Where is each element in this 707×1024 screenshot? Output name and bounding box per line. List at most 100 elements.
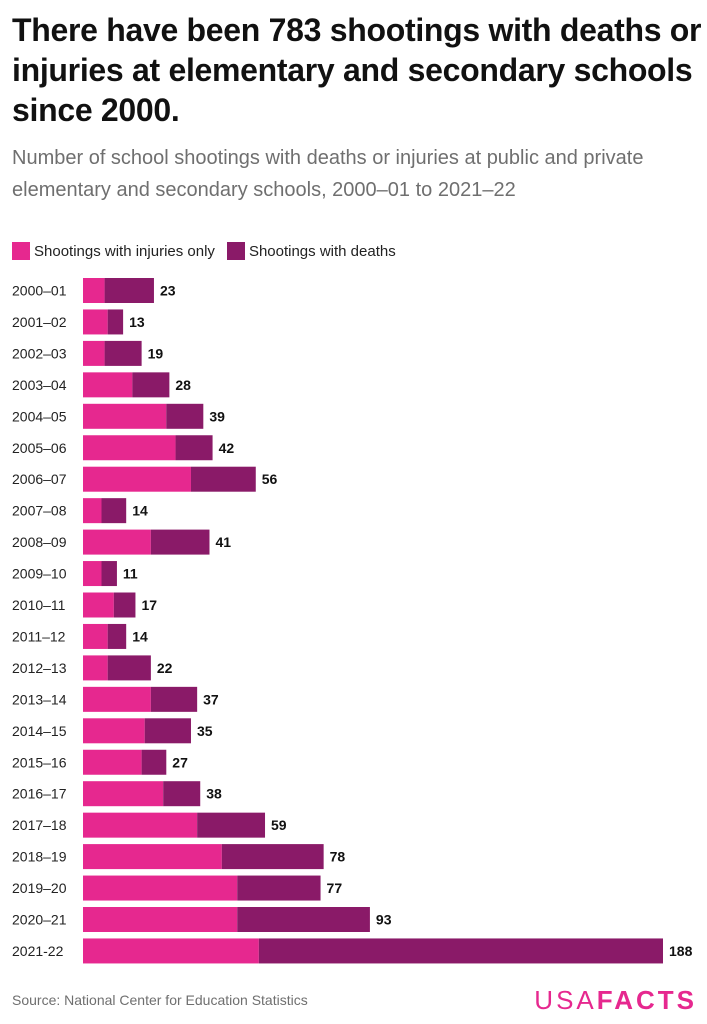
source-note: Source: National Center for Education St…	[12, 992, 308, 1008]
total-label: 19	[148, 345, 164, 361]
legend-swatch-deaths	[226, 242, 245, 260]
chart-title: There have been 783 shootings with death…	[12, 12, 702, 128]
legend-swatch-injuries	[12, 242, 30, 260]
category-label: 2012–13	[12, 660, 67, 676]
category-label: 2003–04	[12, 377, 67, 393]
total-label: 28	[175, 377, 191, 393]
legend-item-injuries: Shootings with injuries only	[12, 242, 215, 260]
total-label: 22	[157, 660, 173, 676]
category-label: 2016–17	[12, 786, 67, 802]
total-label: 35	[197, 723, 213, 739]
bar-segment-deaths	[163, 781, 201, 807]
bar-segment-injuries	[83, 466, 191, 492]
bar-segment-deaths	[166, 403, 204, 429]
usafacts-logo: USAFACTS	[534, 985, 697, 1016]
total-label: 59	[271, 817, 287, 833]
bar-segment-deaths	[258, 938, 663, 964]
total-label: 38	[206, 786, 222, 802]
category-label: 2021-22	[12, 943, 64, 959]
bar-segment-injuries	[83, 403, 167, 429]
total-label: 93	[376, 912, 392, 928]
bar-segment-deaths	[101, 498, 127, 524]
bar-segment-deaths	[113, 592, 136, 618]
bar-segment-deaths	[197, 812, 266, 838]
bar-segment-deaths	[237, 907, 370, 932]
bar-segment-injuries	[83, 718, 145, 744]
bar-segment-deaths	[101, 561, 117, 587]
bar-segment-deaths	[190, 466, 256, 492]
bar-segment-deaths	[221, 844, 324, 870]
bar-segment-injuries	[83, 498, 102, 524]
bar-segment-injuries	[83, 655, 108, 681]
total-label: 37	[203, 691, 219, 707]
legend: Shootings with injuries only Shootings w…	[12, 241, 408, 261]
bar-segment-injuries	[83, 844, 222, 870]
bar-segment-deaths	[150, 529, 210, 555]
chart-subtitle: Number of school shootings with deaths o…	[12, 147, 644, 201]
bar-segment-deaths	[144, 718, 191, 744]
total-label: 78	[330, 849, 346, 865]
bar-segment-injuries	[83, 623, 108, 649]
category-label: 2014–15	[12, 723, 67, 739]
total-label: 11	[123, 566, 138, 582]
bar-segment-injuries	[83, 372, 133, 398]
category-label: 2018–19	[12, 849, 67, 865]
category-label: 2013–14	[12, 691, 67, 707]
bar-segment-injuries	[83, 561, 102, 587]
legend-item-deaths: Shootings with deaths	[226, 242, 396, 260]
total-label: 42	[219, 440, 235, 456]
total-label: 56	[262, 471, 278, 487]
category-label: 2004–05	[12, 408, 67, 424]
bar-segment-deaths	[237, 875, 321, 901]
total-label: 188	[669, 943, 693, 959]
bar-segment-injuries	[83, 781, 164, 807]
bar-segment-deaths	[104, 278, 154, 303]
bar-segment-deaths	[107, 655, 151, 681]
category-label: 2020–21	[12, 912, 67, 928]
bar-segment-injuries	[83, 340, 105, 366]
bar-segment-injuries	[83, 435, 176, 461]
bar-segment-deaths	[175, 435, 213, 461]
legend-label-deaths: Shootings with deaths	[248, 242, 396, 260]
bar-segment-deaths	[150, 686, 198, 712]
category-label: 2001–02	[12, 314, 67, 330]
total-label: 14	[132, 628, 148, 644]
total-label: 39	[209, 408, 225, 424]
category-label: 2006–07	[12, 471, 67, 487]
category-label: 2011–12	[12, 628, 66, 644]
bar-segment-injuries	[83, 529, 151, 555]
total-label: 17	[141, 597, 157, 613]
category-label: 2000–01	[12, 283, 67, 299]
category-label: 2017–18	[12, 817, 67, 833]
category-label: 2007–08	[12, 503, 67, 519]
bar-segment-injuries	[83, 907, 238, 932]
bar-segment-injuries	[83, 309, 108, 335]
category-label: 2019–20	[12, 880, 67, 896]
bar-chart: 2000–01 23 2001–02 13 2002–03 19 2003–04 28 2004…	[12, 278, 693, 964]
logo-usa: USA	[534, 985, 597, 1015]
category-label: 2015–16	[12, 754, 67, 770]
total-label: 13	[129, 314, 145, 330]
bar-segment-injuries	[83, 875, 238, 901]
total-label: 77	[327, 880, 343, 896]
bar-segment-injuries	[83, 278, 105, 303]
bar-segment-deaths	[141, 749, 167, 775]
total-label: 23	[160, 283, 176, 299]
bar-segment-injuries	[83, 812, 198, 838]
category-label: 2008–09	[12, 534, 67, 550]
category-label: 2005–06	[12, 440, 67, 456]
bar-segment-deaths	[107, 623, 127, 649]
bar-segment-injuries	[83, 686, 151, 712]
bar-segment-injuries	[83, 592, 114, 618]
legend-label-injuries: Shootings with injuries only	[34, 242, 215, 260]
category-label: 2009–10	[12, 566, 67, 582]
bar-segment-injuries	[83, 938, 259, 964]
bar-segment-deaths	[107, 309, 124, 335]
category-label: 2002–03	[12, 345, 67, 361]
total-label: 14	[132, 503, 148, 519]
logo-facts: FACTS	[596, 985, 697, 1015]
total-label: 27	[172, 754, 188, 770]
total-label: 41	[215, 534, 231, 550]
bar-segment-deaths	[104, 340, 142, 366]
bar-segment-injuries	[83, 749, 142, 775]
